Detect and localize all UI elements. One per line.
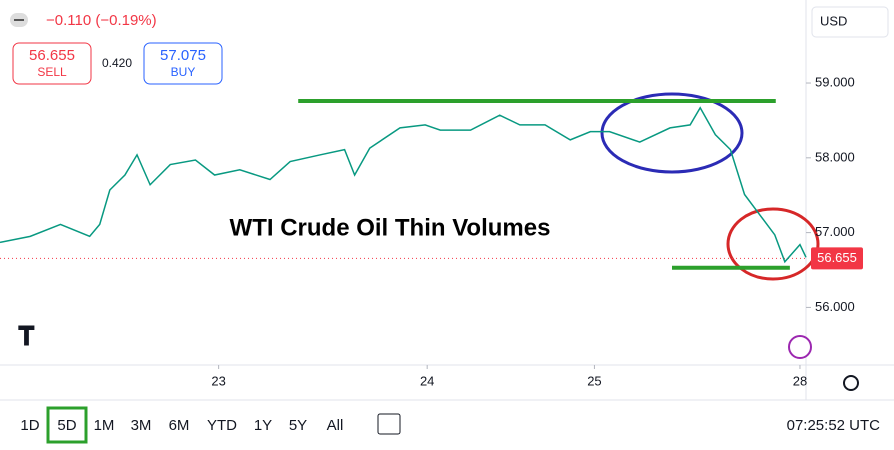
- y-tick-label: 58.000: [815, 149, 855, 164]
- last-price-box: [811, 247, 863, 270]
- x-tick-label: 23: [211, 373, 225, 388]
- clock: 07:25:52 UTC: [787, 417, 881, 434]
- range-button[interactable]: 1D: [20, 417, 39, 434]
- x-tick-label: 25: [587, 373, 601, 388]
- logo: 𝐓: [18, 321, 35, 351]
- price-line: [0, 106, 807, 264]
- y-tick-label: 56.000: [815, 299, 855, 314]
- currency: USD: [820, 13, 847, 28]
- spread: 0.420: [102, 56, 132, 70]
- range-button[interactable]: 1Y: [254, 417, 272, 434]
- last-price-label: 56.655: [817, 250, 857, 265]
- range-button[interactable]: 3M: [131, 417, 152, 434]
- sell-price: 56.655: [29, 47, 75, 64]
- highlight-ellipse: [726, 207, 820, 281]
- change: −0.110 (−0.19%): [46, 12, 157, 29]
- y-tick-label: 59.000: [815, 74, 855, 89]
- sell-label: SELL: [37, 65, 67, 79]
- buy-label: BUY: [171, 65, 196, 79]
- highlight-ellipse: [600, 92, 744, 174]
- range-button[interactable]: 1M: [94, 417, 115, 434]
- settings-button[interactable]: [843, 375, 859, 391]
- x-tick-label: 28: [793, 373, 807, 388]
- range-button[interactable]: 6M: [169, 417, 190, 434]
- active-range-box: [46, 406, 88, 444]
- chart-title: WTI Crude Oil Thin Volumes: [230, 214, 551, 241]
- date-range-button[interactable]: [377, 413, 401, 435]
- range-button[interactable]: 5D: [57, 417, 76, 434]
- range-button[interactable]: YTD: [207, 417, 237, 434]
- y-tick-label: 57.000: [815, 224, 855, 239]
- range-button[interactable]: 5Y: [289, 417, 307, 434]
- x-tick-label: 24: [420, 373, 434, 388]
- buy-price: 57.075: [160, 47, 206, 64]
- lightning-button[interactable]: [788, 335, 812, 359]
- collapse-icon: [14, 19, 24, 21]
- range-button[interactable]: All: [327, 417, 344, 434]
- buy-button[interactable]: [143, 42, 223, 85]
- sell-button[interactable]: [12, 42, 92, 85]
- currency-button[interactable]: [811, 6, 889, 38]
